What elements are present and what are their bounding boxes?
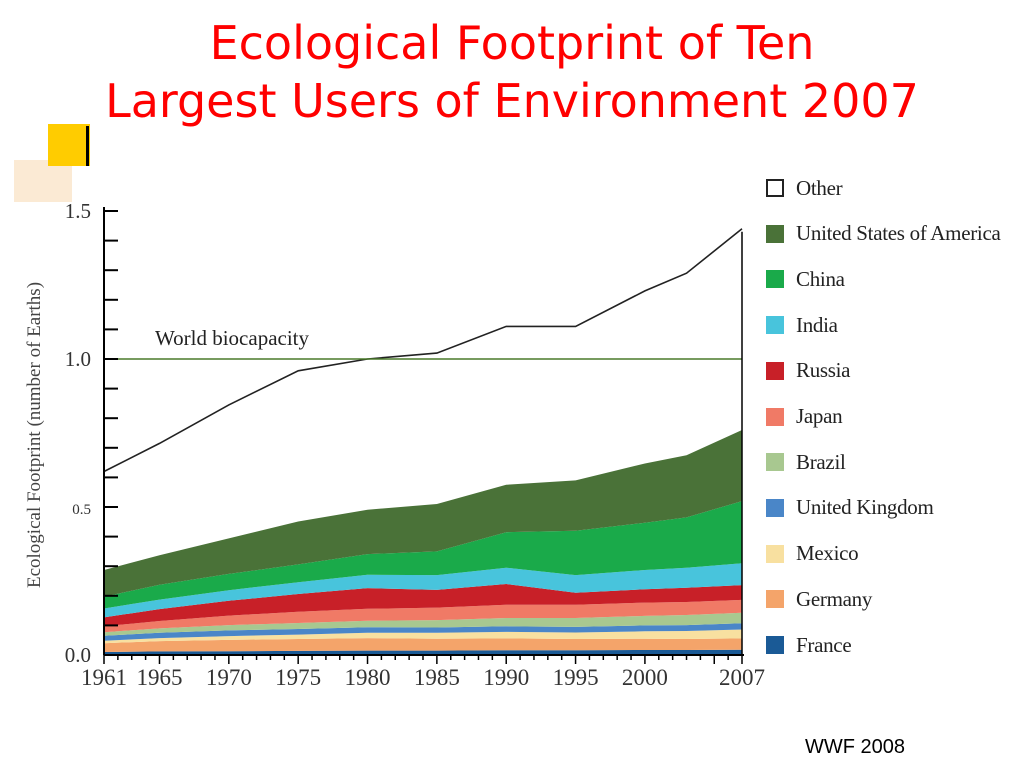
biocapacity-annotation: World biocapacity: [155, 326, 310, 350]
legend-swatch: [766, 407, 784, 426]
series-area-brazil: [104, 612, 742, 636]
area-layer: [103, 228, 743, 655]
legend-item-russia: Russia: [766, 358, 851, 383]
x-tick-label: 1985: [414, 665, 460, 690]
decorative-square-yellow: [48, 124, 90, 166]
legend-swatch: [766, 361, 784, 380]
legend-item-other: Other: [766, 175, 843, 200]
decorative-square-orange: [14, 160, 72, 202]
legend-item-germany: Germany: [766, 587, 872, 611]
series-area-china: [104, 501, 742, 609]
x-tick-label: 1995: [553, 665, 599, 690]
x-tick-label: 1980: [345, 665, 391, 690]
source-credit: WWF 2008: [805, 736, 906, 758]
legend-label: United Kingdom: [796, 495, 934, 520]
legend-item-india: India: [766, 313, 838, 337]
legend-label: Mexico: [796, 541, 859, 566]
x-tick-label: 1975: [275, 665, 321, 690]
legend-label: France: [796, 632, 852, 657]
legend-label: United States of America: [796, 221, 1001, 246]
legend-label: Brazil: [796, 449, 846, 474]
x-tick-label: 1961: [81, 665, 127, 690]
legend-swatch: [766, 590, 784, 609]
legend-item-united-kingdom: United Kingdom: [766, 495, 934, 520]
series-area-united-states-of-america: [104, 430, 742, 597]
legend-item-japan: Japan: [766, 404, 843, 429]
legend-swatch: [766, 316, 784, 335]
x-tick-label: 1970: [206, 665, 252, 690]
legend-item-brazil: Brazil: [766, 450, 846, 474]
legend-label: Other: [796, 175, 843, 200]
series-area-russia: [104, 584, 742, 627]
y-tick-label: 1.0: [65, 347, 91, 371]
slide-title: Ecological Footprint of Ten Largest User…: [0, 14, 1024, 130]
legend-swatch: [766, 636, 784, 654]
legend-label: India: [796, 312, 838, 337]
title-line-2: Largest Users of Environment 2007: [105, 74, 919, 128]
series-area-japan: [104, 599, 742, 633]
legend-label: China: [796, 266, 845, 291]
legend-swatch: [766, 224, 784, 243]
legend-swatch: [766, 498, 784, 517]
series-line-other: [103, 228, 743, 473]
series-area-mexico: [104, 629, 742, 644]
legend-item-mexico: Mexico: [766, 541, 859, 566]
x-tick-label: 2000: [622, 665, 668, 690]
legend-label: Russia: [796, 358, 851, 383]
title-line-1: Ecological Footprint of Ten: [209, 16, 815, 70]
y-tick-label: 0.0: [65, 643, 91, 667]
legend-item-china: China: [766, 267, 845, 291]
series-area-france: [104, 649, 742, 655]
decorative-bar: [86, 126, 89, 166]
y-tick-label: 1.5: [65, 199, 91, 223]
legend-swatch: [766, 453, 784, 472]
legend-label: Germany: [796, 586, 873, 611]
x-tick-label: 2007: [719, 665, 765, 690]
series-area-india: [104, 563, 742, 618]
x-tick-label: 1990: [483, 665, 529, 690]
legend-item-united-states-of-america: United States of America: [766, 221, 1001, 246]
legend-swatch: [766, 270, 784, 289]
x-tick-label: 1965: [136, 665, 182, 690]
series-area-united-kingdom: [104, 623, 742, 641]
legend-label: Japan: [796, 404, 843, 428]
legend-swatch: [766, 179, 784, 197]
legend-swatch: [766, 544, 784, 563]
y-tick-label: 0.5: [72, 502, 91, 518]
legend-item-france: France: [766, 632, 852, 657]
series-area-germany: [104, 638, 742, 652]
y-axis-label: Ecological Footprint (number of Earths): [24, 282, 45, 588]
